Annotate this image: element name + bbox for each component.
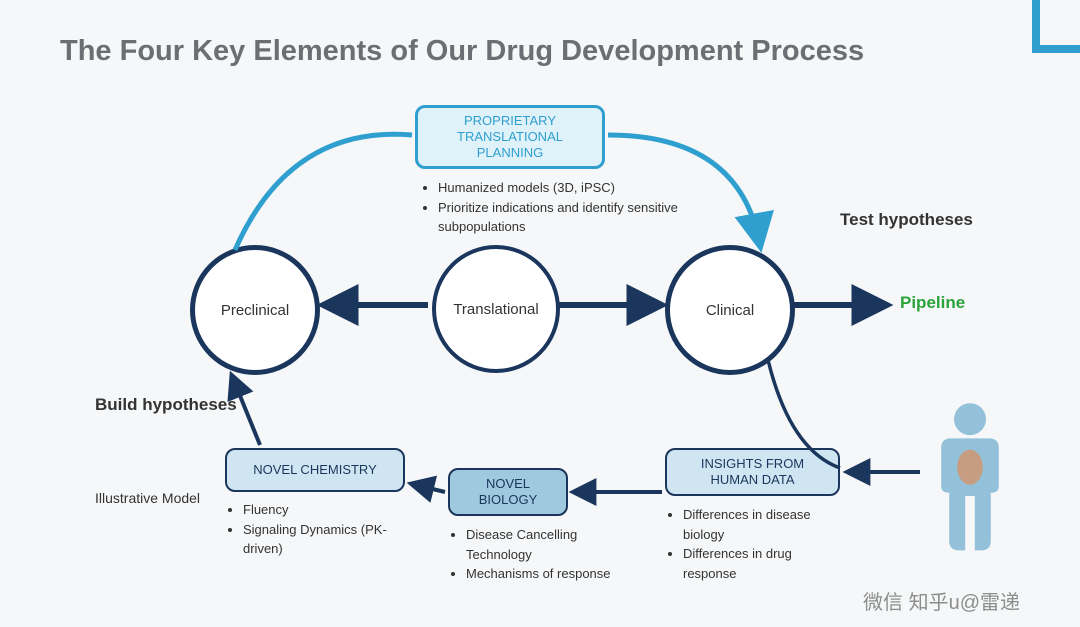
- label-build: Build hypotheses: [95, 395, 237, 415]
- label-illustrative: Illustrative Model: [95, 490, 200, 506]
- box-chemistry: NOVEL CHEMISTRY: [225, 448, 405, 492]
- circle-translational-label: Translational: [453, 301, 538, 318]
- box-biology: NOVELBIOLOGY: [448, 468, 568, 516]
- watermark: 微信 知乎u@雷递: [863, 586, 1020, 615]
- circle-translational: Translational: [432, 245, 560, 373]
- box-insights: INSIGHTS FROMHUMAN DATA: [665, 448, 840, 496]
- circle-preclinical: Preclinical: [190, 245, 320, 375]
- corner-decoration: [1032, 0, 1080, 53]
- circle-clinical: Clinical: [665, 245, 795, 375]
- bullets-chemistry: FluencySignaling Dynamics (PK-driven): [225, 500, 425, 559]
- human-icon: [920, 400, 1020, 565]
- label-test: Test hypotheses: [840, 210, 973, 230]
- circle-clinical-label: Clinical: [706, 302, 754, 319]
- bullets-insights: Differences in disease biologyDifference…: [665, 505, 835, 583]
- slide: The Four Key Elements of Our Drug Develo…: [0, 0, 1080, 627]
- circle-preclinical-label: Preclinical: [221, 302, 289, 319]
- page-title: The Four Key Elements of Our Drug Develo…: [60, 35, 864, 68]
- box-proprietary: PROPRIETARYTRANSLATIONALPLANNING: [415, 105, 605, 169]
- bullets-biology: Disease Cancelling TechnologyMechanisms …: [448, 525, 638, 584]
- bullets-top: Humanized models (3D, iPSC)Prioritize in…: [420, 178, 740, 237]
- label-pipeline: Pipeline: [900, 293, 965, 313]
